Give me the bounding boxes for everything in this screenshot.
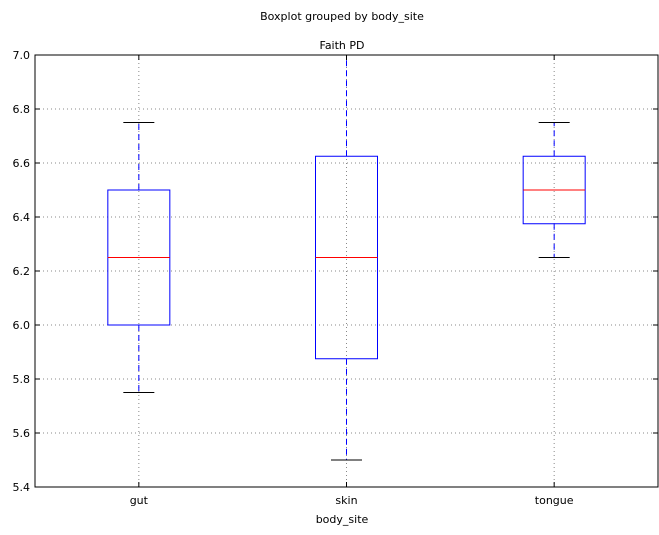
y-tick-label: 5.4	[13, 481, 31, 494]
chart-suptitle: Boxplot grouped by body_site	[260, 10, 424, 23]
x-axis-label: body_site	[316, 513, 369, 526]
y-tick-label: 7.0	[13, 49, 31, 62]
y-tick-label: 6.0	[13, 319, 31, 332]
x-tick-label: skin	[335, 494, 357, 507]
x-tick-label: tongue	[535, 494, 574, 507]
y-tick-label: 6.8	[13, 103, 31, 116]
y-tick-label: 6.2	[13, 265, 31, 278]
y-tick-label: 6.6	[13, 157, 31, 170]
box-skin	[315, 54, 378, 461]
y-tick-label: 5.6	[13, 427, 31, 440]
chart-title: Faith PD	[320, 39, 365, 52]
x-tick-label: gut	[130, 494, 149, 507]
box-gut	[107, 122, 171, 393]
boxes-group	[107, 54, 586, 461]
y-tick-label: 6.4	[13, 211, 31, 224]
y-tick-label: 5.8	[13, 373, 31, 386]
box-tongue	[522, 122, 586, 258]
axis-ticks: 5.4 5.6 5.8 6.0 6.2 6.4 6.6 6.8 7.0 gut skin tongue	[13, 49, 658, 507]
